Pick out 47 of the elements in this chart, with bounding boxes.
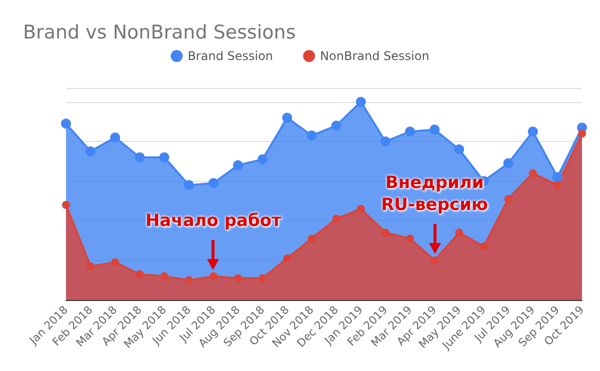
point [306,130,317,141]
point [308,234,316,243]
annotation: Начало работ [145,210,282,232]
point [480,242,488,250]
point [110,132,120,143]
point [406,234,414,243]
point [159,152,170,162]
point [111,258,120,266]
legend-label: NonBrand Session [320,49,430,63]
point [552,172,562,182]
point [61,118,71,129]
point [234,274,242,282]
point [282,112,292,123]
point [528,169,537,178]
point [528,126,538,137]
annotation: Внедрили RU-версию [381,172,488,216]
point [504,194,512,203]
point [160,272,168,280]
point [184,180,194,190]
point [184,276,193,284]
point [208,178,218,188]
point [553,181,562,190]
point [380,136,390,146]
point [86,262,95,270]
point [455,228,464,237]
point [86,146,96,156]
point [332,214,340,223]
point [430,124,440,135]
point [258,274,267,282]
chart-title: Brand vs NonBrand Sessions [23,22,296,44]
point [209,272,218,280]
point [356,204,365,213]
point [134,152,145,162]
point [258,154,268,164]
point [356,96,366,107]
legend-label: Brand Session [188,49,274,63]
point [405,126,415,137]
point [503,158,514,168]
point [233,160,243,170]
point [136,270,144,278]
point [381,228,390,237]
point [430,256,439,264]
point [62,200,70,209]
point [454,144,464,154]
point [283,254,292,262]
point [578,130,586,138]
point [331,120,342,131]
